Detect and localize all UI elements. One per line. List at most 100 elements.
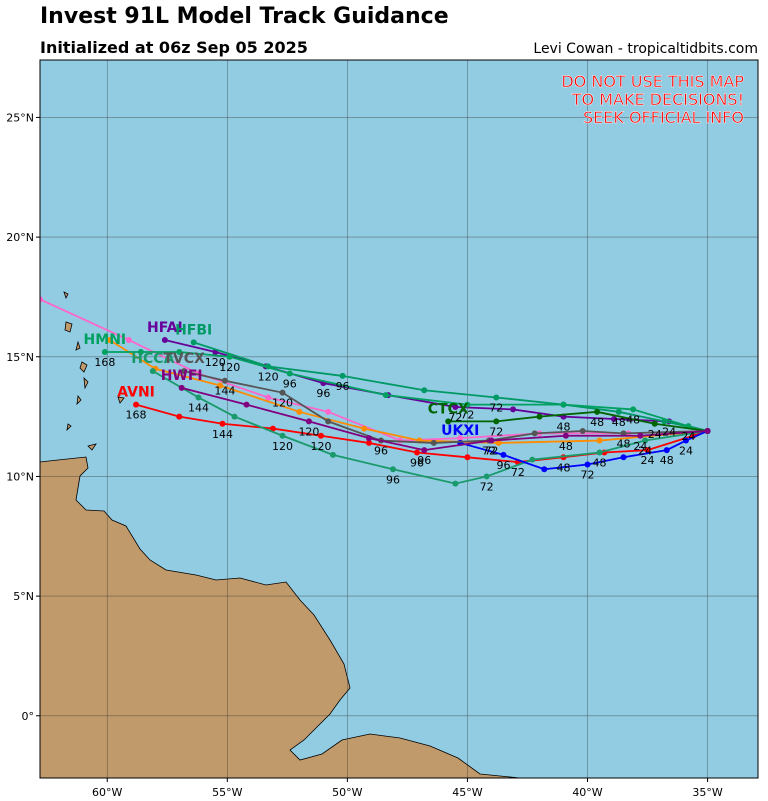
track-point xyxy=(279,432,286,439)
hour-label: 72 xyxy=(511,466,525,479)
x-tick-label: 55°W xyxy=(212,786,242,799)
track-point xyxy=(389,466,396,473)
y-tick-label: 5°N xyxy=(13,590,34,603)
hour-label: 72 xyxy=(480,480,494,493)
land xyxy=(40,291,521,778)
track-point xyxy=(231,413,238,420)
x-tick-label: 60°W xyxy=(92,786,122,799)
hour-label: 24 xyxy=(641,454,655,467)
hour-label: 120 xyxy=(310,440,331,453)
y-tick-label: 20°N xyxy=(6,231,34,244)
track-point xyxy=(181,368,188,375)
track-point xyxy=(265,394,272,401)
track-point xyxy=(361,425,368,432)
track-line xyxy=(152,370,708,485)
hour-label: 48 xyxy=(593,457,607,470)
track-point xyxy=(149,368,156,375)
hour-label: 48 xyxy=(590,416,604,429)
frame xyxy=(39,59,759,779)
hour-label: 24 xyxy=(648,428,662,441)
hour-label: 96 xyxy=(496,459,510,472)
hour-label: 24 xyxy=(679,445,693,458)
track-point xyxy=(269,425,276,432)
track-point xyxy=(452,404,459,411)
track-point xyxy=(495,439,502,446)
track-point xyxy=(430,439,437,446)
track-point xyxy=(620,454,627,461)
track-point xyxy=(279,389,286,396)
track-point xyxy=(296,408,303,415)
track-point xyxy=(339,372,346,379)
hour-label: 144 xyxy=(188,401,209,414)
track-point xyxy=(615,408,622,415)
hour-label: 72 xyxy=(482,445,496,458)
y-tick-label: 25°N xyxy=(6,111,34,124)
track-point xyxy=(195,394,202,401)
track-point xyxy=(329,451,336,458)
model-name: UKXI xyxy=(441,423,479,439)
warning: TO MAKE DECISIONS! xyxy=(571,90,744,109)
track-line xyxy=(135,403,708,463)
track-point xyxy=(644,447,651,454)
track-point xyxy=(133,401,140,408)
island xyxy=(87,443,97,451)
track-point xyxy=(529,456,536,463)
x-tick-label: 50°W xyxy=(332,786,362,799)
track-point xyxy=(190,339,197,346)
track-point xyxy=(562,432,569,439)
hour-label: 48 xyxy=(559,440,573,453)
hour-label: 144 xyxy=(212,428,233,441)
model-name: HFAI xyxy=(147,320,183,336)
track-point xyxy=(452,480,459,487)
title: Invest 91L Model Track Guidance xyxy=(40,4,449,29)
island xyxy=(75,340,81,351)
track-point xyxy=(421,447,428,454)
track-point xyxy=(630,406,637,413)
x-tick-label: 35°W xyxy=(692,786,722,799)
model-name: HFBI xyxy=(175,322,212,338)
track-point xyxy=(317,432,324,439)
hour-label: 120 xyxy=(205,356,226,369)
track-point xyxy=(488,437,495,444)
track-point xyxy=(305,418,312,425)
track-point xyxy=(464,401,471,408)
hour-label: 168 xyxy=(94,356,115,369)
track-point xyxy=(414,449,421,456)
hour-label: 48 xyxy=(660,454,674,467)
hour-label: 96 xyxy=(374,445,388,458)
south-america xyxy=(40,456,521,778)
track-point xyxy=(642,437,649,444)
track-point xyxy=(382,392,389,399)
track-point xyxy=(243,401,250,408)
hour-label: 24 xyxy=(638,445,652,458)
island xyxy=(83,376,89,390)
track-point xyxy=(493,394,500,401)
track-point xyxy=(219,420,226,427)
track-point xyxy=(483,473,490,480)
hour-label: 144 xyxy=(214,385,235,398)
island xyxy=(64,321,73,333)
hour-label: 168 xyxy=(126,409,147,422)
hour-label: 96 xyxy=(386,473,400,486)
track-point xyxy=(579,427,586,434)
track-line xyxy=(448,410,708,432)
track-point xyxy=(584,461,591,468)
tracks xyxy=(40,296,711,487)
track-point xyxy=(663,447,670,454)
track-point xyxy=(101,348,108,355)
track-point xyxy=(610,416,617,422)
island xyxy=(63,291,69,300)
hour-label: 48 xyxy=(626,413,640,426)
y-tick-label: 15°N xyxy=(6,351,34,364)
island xyxy=(76,394,82,406)
track-point xyxy=(40,296,43,303)
hour-label: 48 xyxy=(556,461,570,474)
track-point xyxy=(682,437,689,444)
subtitle: Initialized at 06z Sep 05 2025 xyxy=(40,38,308,57)
track-point xyxy=(510,406,517,413)
track-line xyxy=(459,430,708,471)
track-point xyxy=(421,387,428,394)
hour-label: 48 xyxy=(556,421,570,434)
track-point xyxy=(125,337,132,344)
